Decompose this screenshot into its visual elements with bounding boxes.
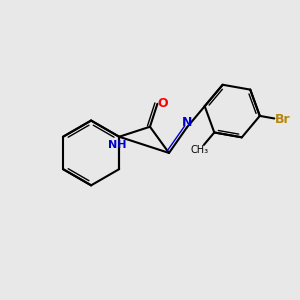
Text: O: O <box>158 97 168 110</box>
Text: CH₃: CH₃ <box>190 145 209 155</box>
Text: N: N <box>182 116 192 129</box>
Text: Br: Br <box>275 113 291 127</box>
Text: NH: NH <box>108 140 127 150</box>
